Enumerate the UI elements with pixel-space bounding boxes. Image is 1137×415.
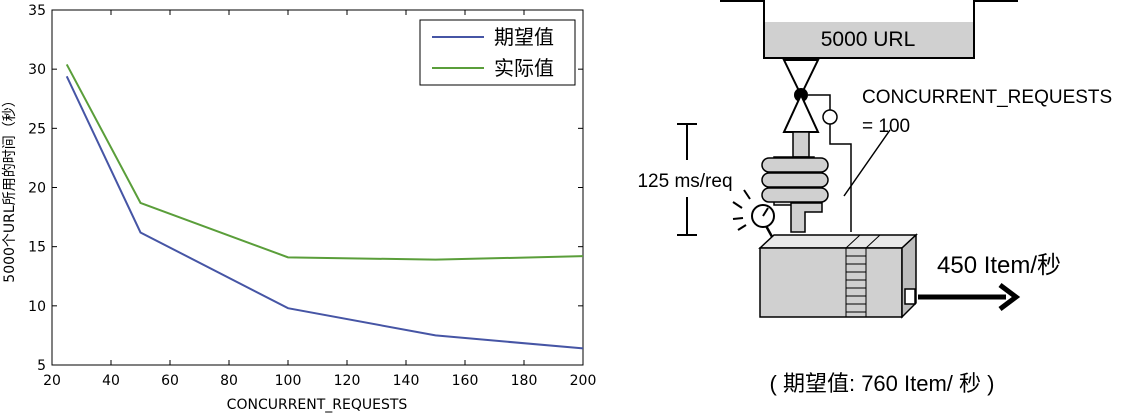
expected-throughput-label: ( 期望值: 760 Item/ 秒 ) [770, 371, 995, 396]
legend-label-actual: 实际值 [494, 56, 554, 80]
control-line [829, 124, 852, 232]
hopper-outline [720, 0, 1018, 59]
x-tick-label: 80 [220, 373, 238, 389]
concurrency-label: CONCURRENT_REQUESTS [862, 87, 1112, 108]
valve-top-triangle [782, 59, 820, 98]
x-tick-label: 40 [102, 373, 120, 389]
valve-linkage [808, 94, 831, 110]
x-axis-ticks: 20 40 60 80 100 120 140 160 180 200 [43, 10, 596, 389]
valve-sensor-icon [822, 109, 838, 125]
x-tick-label: 60 [161, 373, 179, 389]
pipe-lower [790, 202, 823, 233]
y-tick-label: 10 [28, 299, 46, 315]
y-tick-label: 15 [28, 240, 46, 256]
series-line-actual [65, 63, 584, 261]
latency-label: 125 ms/req [637, 171, 732, 192]
x-tick-label: 140 [393, 373, 420, 389]
x-tick-label: 160 [452, 373, 479, 389]
y-tick-label: 20 [28, 181, 46, 197]
series-line-expected [65, 75, 584, 350]
y-tick-label: 5 [37, 358, 46, 374]
x-axis-label: CONCURRENT_REQUESTS [227, 397, 408, 413]
throughput-label: 450 Item/秒 [937, 252, 1061, 279]
machine-grille [845, 234, 881, 317]
coil-ring-1 [761, 157, 829, 173]
series-lines [65, 63, 584, 350]
hopper-label: 5000 URL [821, 28, 916, 51]
output-arrow-head [998, 283, 1021, 311]
x-tick-label: 180 [511, 373, 538, 389]
hopper-fill [765, 22, 973, 57]
line-chart: 20 40 60 80 100 120 140 160 180 200 5 10 15 20 25 30 35… [2, 3, 596, 413]
x-tick-label: 200 [570, 373, 597, 389]
y-axis-label: 5000个URL所用的时间（秒） [2, 93, 18, 282]
x-tick-label: 20 [43, 373, 61, 389]
y-axis-ticks: 5 10 15 20 25 30 35 [28, 3, 583, 374]
x-tick-label: 120 [334, 373, 361, 389]
machine-top [758, 234, 918, 249]
legend-label-expected: 期望值 [494, 25, 554, 49]
machine-body [759, 247, 903, 318]
pipeline-diagram: 5000 URL CONCURRENT_REQUESTS = 100 125 m… [637, 0, 1112, 396]
y-tick-label: 30 [28, 62, 46, 78]
machine-outlet [904, 288, 916, 305]
legend: 期望值 实际值 [419, 19, 576, 86]
gauge-icon [732, 189, 778, 245]
y-tick-label: 35 [28, 3, 46, 19]
coil-ring-2 [761, 172, 829, 188]
pipe-upper [792, 131, 810, 158]
y-tick-label: 25 [28, 121, 46, 137]
legend-box [419, 19, 576, 86]
concurrency-value: = 100 [862, 116, 910, 137]
concurrency-pointer [843, 129, 891, 197]
x-tick-label: 100 [275, 373, 302, 389]
valve-bottom-triangle [782, 92, 820, 133]
coil-ring-3 [761, 187, 829, 203]
